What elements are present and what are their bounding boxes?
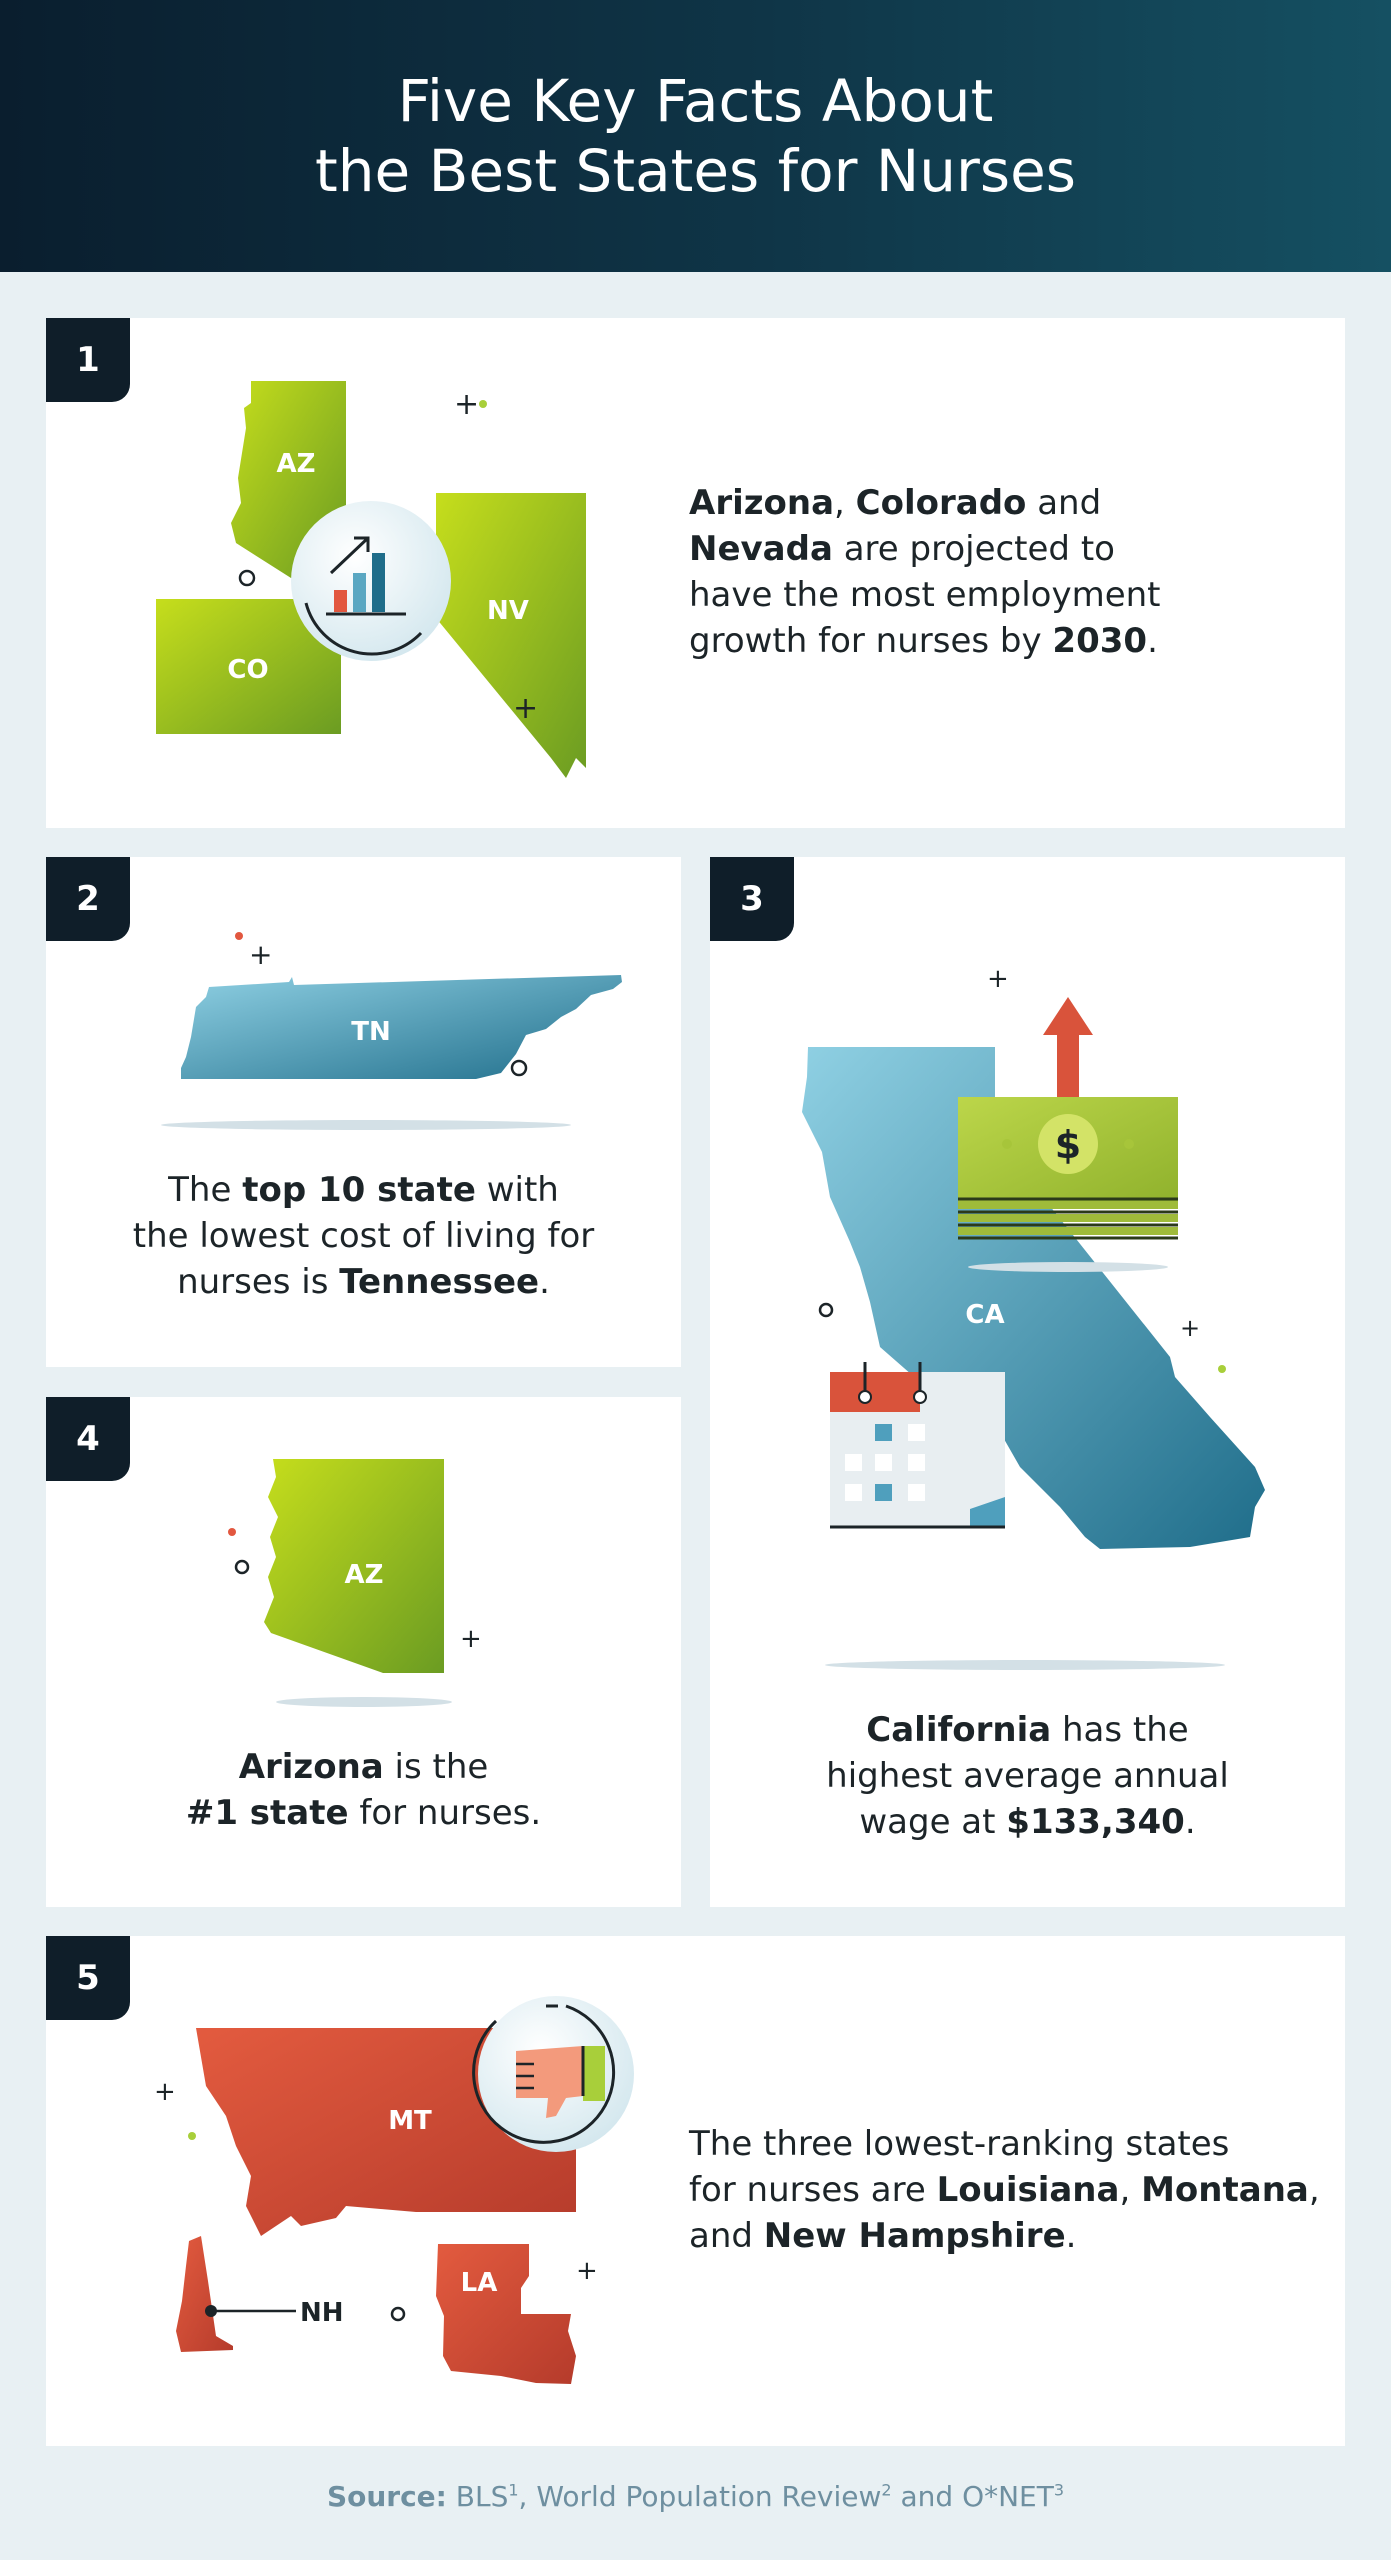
text-span: , <box>834 483 856 523</box>
svg-text:+: + <box>454 387 479 422</box>
text-span: for nurses. <box>348 1793 542 1833</box>
svg-text:+: + <box>513 691 538 726</box>
fact-card-5: 5 MT NH LA + + The three lowest- <box>46 1936 1345 2446</box>
map-label-nh: NH <box>300 2298 344 2328</box>
fact-number-badge: 3 <box>710 857 794 941</box>
fact-card-1: 1 AZ NV CO + + Arizona, Colorado and Nev… <box>46 318 1345 828</box>
source-label: Source: <box>326 2480 447 2513</box>
fact2-illustration: + TN <box>161 932 622 1130</box>
california-map <box>802 1047 1265 1549</box>
bold-louisiana: Louisiana <box>936 2170 1120 2210</box>
map-label-az: AZ <box>277 449 316 479</box>
fact4-illustration: AZ + <box>228 1459 482 1707</box>
title-line-1: Five Key Facts About <box>397 67 994 135</box>
map-label-ca: CA <box>965 1300 1004 1330</box>
fact2-text: The top 10 state with the lowest cost of… <box>46 1167 681 1305</box>
map-label-nv: NV <box>487 596 529 626</box>
text-span: for nurses are <box>689 2170 937 2210</box>
bold-nevada: Nevada <box>689 529 833 569</box>
bold-california: California <box>866 1710 1052 1750</box>
text-span: has the <box>1051 1710 1189 1750</box>
louisiana-map <box>436 2244 576 2384</box>
fact-number-badge: 1 <box>46 318 130 402</box>
fact-number-badge: 2 <box>46 857 130 941</box>
text-span: is the <box>383 1747 489 1787</box>
thumbs-down-icon <box>472 1996 634 2152</box>
text-span: wage at <box>859 1802 1007 1842</box>
text-span: growth for nurses by <box>689 621 1053 661</box>
footnote-1: 1 <box>508 2480 519 2500</box>
bold-arizona: Arizona <box>238 1747 384 1787</box>
header: Five Key Facts About the Best States for… <box>0 0 1391 272</box>
map-label-co: CO <box>227 655 268 685</box>
text-span: . <box>539 1262 550 1302</box>
bold-arizona: Arizona <box>689 483 835 523</box>
fact3-text: California has the highest average annua… <box>710 1707 1345 1845</box>
bold-tennessee: Tennessee <box>339 1262 540 1302</box>
svg-text:+: + <box>460 1624 482 1654</box>
svg-text:+: + <box>987 964 1009 994</box>
fact-number-badge: 4 <box>46 1397 130 1481</box>
growth-chart-icon <box>291 501 451 661</box>
fact-card-2: 2 + TN The top 10 state with the lowest … <box>46 857 681 1367</box>
map-label-mt: MT <box>388 2106 432 2136</box>
source-line: Source: BLS1, World Population Review2 a… <box>0 2480 1391 2513</box>
text-span: . <box>1184 1802 1196 1842</box>
source-onet: and O*NET <box>891 2480 1054 2513</box>
text-span: are projected to <box>832 529 1115 569</box>
text-span: highest average annual <box>826 1756 1229 1796</box>
page-title: Five Key Facts About the Best States for… <box>315 66 1076 206</box>
bold-top-10: top 10 state <box>242 1170 476 1210</box>
text-span: , <box>1119 2170 1142 2210</box>
bold-montana: Montana <box>1141 2170 1309 2210</box>
fact1-illustration: AZ NV CO + + <box>156 381 586 778</box>
arrow-up-icon <box>1043 997 1093 1102</box>
source-wpr: , World Population Review <box>518 2480 882 2513</box>
title-line-2: the Best States for Nurses <box>315 137 1076 205</box>
svg-text:+: + <box>576 2256 598 2286</box>
bold-colorado: Colorado <box>855 483 1027 523</box>
money-stack-icon: $ <box>958 1097 1178 1272</box>
text-span: nurses is <box>177 1262 340 1302</box>
fact-card-3: 3 + CA $ <box>710 857 1345 1907</box>
dollar-symbol: $ <box>1055 1123 1081 1167</box>
new-hampshire-map <box>176 2236 233 2352</box>
text-span: have the most employment <box>689 575 1161 615</box>
svg-text:+: + <box>249 938 272 971</box>
arizona-map <box>264 1459 444 1673</box>
source-bls: BLS <box>446 2480 509 2513</box>
fact4-text: Arizona is the #1 state for nurses. <box>46 1744 681 1836</box>
svg-text:+: + <box>154 2077 176 2107</box>
map-label-tn: TN <box>351 1017 391 1047</box>
footnote-3: 3 <box>1053 2480 1065 2500</box>
fact-card-4: 4 AZ + Arizona is the #1 state for nurse… <box>46 1397 681 1907</box>
calendar-icon <box>830 1362 1005 1529</box>
bold-number-1: #1 state <box>185 1793 349 1833</box>
fact5-text: The three lowest-ranking states for nurs… <box>689 2121 1339 2259</box>
bold-wage: $133,340 <box>1006 1802 1185 1842</box>
text-span: the lowest cost of living for <box>132 1216 595 1256</box>
svg-text:+: + <box>1180 1314 1200 1342</box>
fact-number-badge: 5 <box>46 1936 130 2020</box>
text-span: with <box>475 1170 559 1210</box>
nevada-map <box>436 493 586 778</box>
fact3-illustration: + CA $ <box>802 964 1265 1670</box>
bold-new-hampshire: New Hampshire <box>763 2216 1066 2256</box>
text-span: . <box>1065 2216 1077 2256</box>
footnote-2: 2 <box>881 2480 892 2500</box>
text-span: , <box>1308 2170 1320 2210</box>
text-span: . <box>1147 621 1158 661</box>
text-span: and <box>689 2216 764 2256</box>
text-span: The <box>168 1170 243 1210</box>
fact5-illustration: MT NH LA + + <box>154 1996 634 2384</box>
text-span: and <box>1026 483 1102 523</box>
text-span: The three lowest-ranking states <box>689 2124 1230 2164</box>
map-label-la: LA <box>461 2268 498 2298</box>
bold-2030: 2030 <box>1052 621 1148 661</box>
fact1-text: Arizona, Colorado and Nevada are project… <box>689 480 1289 664</box>
map-label-az: AZ <box>345 1560 384 1590</box>
tennessee-map <box>181 975 622 1079</box>
